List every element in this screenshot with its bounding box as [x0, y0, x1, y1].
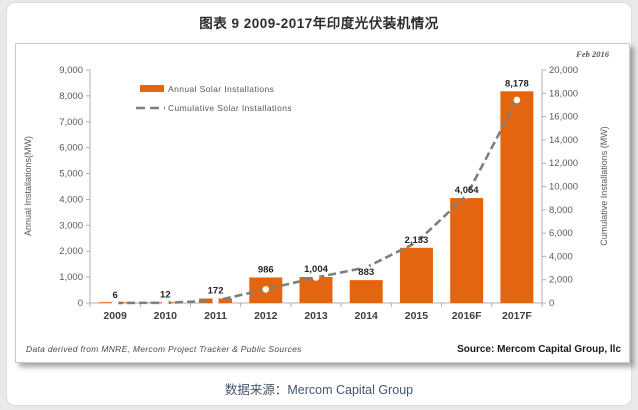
- x-tick-label: 2013: [304, 310, 328, 322]
- legend-bar-swatch: [140, 85, 164, 92]
- right-tick-label: 14,000: [549, 135, 578, 146]
- left-tick-label: 2,000: [59, 246, 83, 257]
- x-tick-label: 2016F: [452, 310, 482, 322]
- bar-value-label: 12: [160, 290, 171, 301]
- bar: [349, 280, 383, 303]
- x-tick-label: 2015: [405, 310, 429, 322]
- legend: Annual Solar Installations Cumulative So…: [136, 84, 292, 113]
- bar: [500, 91, 534, 303]
- figure-title: 图表 9 2009-2017年印度光伏装机情况: [199, 16, 439, 31]
- left-tick-label: 3,000: [59, 220, 83, 231]
- x-tick-label: 2011: [204, 310, 227, 322]
- line-marker: [312, 274, 320, 281]
- cumulative-line-group: [115, 99, 519, 305]
- right-tick-label: 2,000: [549, 275, 573, 286]
- line-marker: [162, 299, 169, 307]
- left-tick-label: 8,000: [59, 91, 83, 102]
- source-caption: 数据来源：Mercom Capital Group: [224, 383, 414, 397]
- cumulative-line: [115, 99, 519, 305]
- bar-value-label: 6: [112, 290, 117, 301]
- right-tick-label: 10,000: [549, 182, 578, 193]
- right-tick-label: 4,000: [549, 251, 573, 262]
- bar-value-label: 883: [358, 267, 374, 278]
- legend-line-label: Cumulative Solar Installations: [168, 103, 292, 113]
- right-tick-label: 16,000: [549, 112, 578, 123]
- right-axis-title: Cumulative Installations (MW): [599, 126, 609, 246]
- left-tick-label: 0: [78, 298, 83, 309]
- footnote-left: Data derived from MNRE, Mercom Project T…: [26, 344, 302, 354]
- left-axis-title: Annual Installations(MW): [23, 136, 33, 236]
- bar-value-label: 986: [258, 264, 274, 275]
- line-marker: [513, 96, 521, 104]
- axes: 0 1,000 2,000 3,000 4,000 5,000 6,000 7,000 8,00…: [59, 65, 578, 322]
- right-tick-label: 20,000: [549, 65, 578, 76]
- x-tick-label: 2017F: [502, 310, 532, 322]
- right-tick-label: 8,000: [549, 205, 573, 216]
- bar-value-label: 172: [208, 286, 224, 297]
- right-tick-label: 18,000: [549, 88, 578, 99]
- chart-panel: Feb 2016 0 1,000 2,000 3,000 4,000 5,000 6,000…: [15, 43, 630, 363]
- x-tick-label: 2010: [154, 310, 178, 322]
- date-note: Feb 2016: [575, 49, 610, 59]
- x-tick-label: 2012: [254, 310, 278, 322]
- chart-svg: Feb 2016 0 1,000 2,000 3,000 4,000 5,000 6,000…: [23, 49, 610, 322]
- left-tick-label: 6,000: [59, 143, 83, 154]
- left-tick-label: 5,000: [59, 169, 83, 180]
- legend-bar-label: Annual Solar Installations: [168, 84, 274, 94]
- right-tick-label: 0: [549, 298, 554, 309]
- left-tick-label: 1,000: [59, 272, 83, 283]
- bar: [450, 198, 484, 303]
- left-tick-label: 9,000: [59, 65, 83, 76]
- article-card: 图表 9 2009-2017年印度光伏装机情况 Feb 2016 0 1,000 2…: [6, 2, 632, 406]
- line-marker: [212, 297, 219, 305]
- right-tick-label: 6,000: [549, 228, 573, 239]
- bar: [399, 247, 433, 303]
- bar-value-label: 1,004: [304, 264, 328, 275]
- line-marker: [262, 285, 270, 293]
- left-tick-label: 4,000: [59, 194, 83, 205]
- footnote-right: Source: Mercom Capital Group, llc: [457, 344, 621, 355]
- bar-value-label: 2,133: [405, 235, 429, 246]
- right-tick-label: 12,000: [549, 158, 578, 169]
- x-tick-label: 2009: [103, 310, 127, 322]
- bar-value-label: 8,178: [505, 78, 529, 89]
- data-labels-group: 6 12 172 986 1,004 883 2,133 4,054 8,178: [112, 78, 528, 301]
- line-marker: [362, 264, 370, 271]
- line-marker: [463, 191, 470, 199]
- x-tick-label: 2014: [355, 310, 379, 322]
- marker-group: [111, 96, 521, 307]
- line-marker: [413, 239, 420, 246]
- bar: [299, 277, 333, 303]
- bar-value-label: 4,054: [455, 185, 479, 196]
- left-tick-label: 7,000: [59, 117, 83, 128]
- line-marker: [111, 299, 119, 307]
